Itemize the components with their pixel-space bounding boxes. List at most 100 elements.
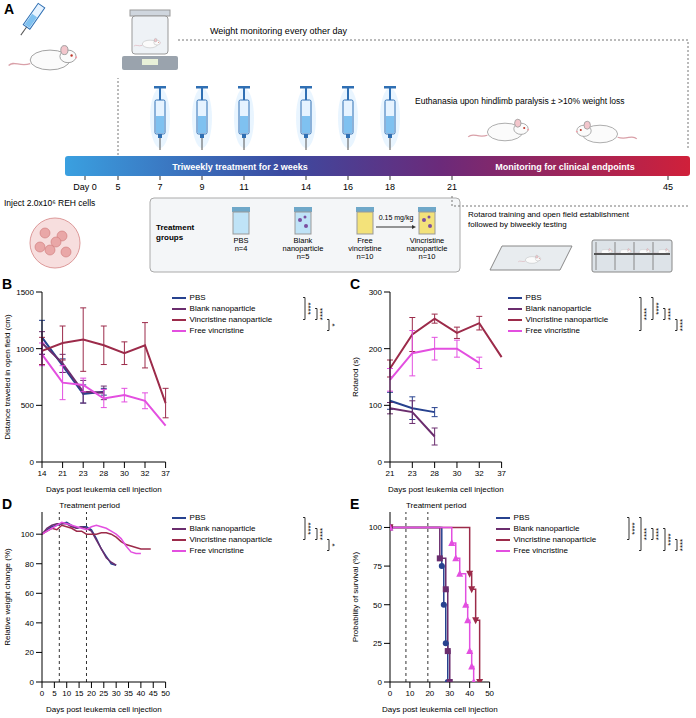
svg-text:7: 7 (157, 182, 162, 192)
svg-text:32: 32 (141, 469, 150, 478)
svg-text:Euthanasia upon hindlimb paral: Euthanasia upon hindlimb paralysis ± >10… (415, 96, 625, 106)
svg-text:21: 21 (386, 469, 395, 478)
svg-text:n=5: n=5 (297, 252, 310, 261)
svg-text:32: 32 (475, 469, 484, 478)
svg-text:45: 45 (149, 689, 158, 698)
svg-text:5: 5 (52, 689, 57, 698)
svg-text:50: 50 (373, 601, 382, 610)
svg-text:n=10: n=10 (357, 252, 374, 261)
svg-text:0: 0 (378, 458, 383, 467)
svg-text:Treatment: Treatment (156, 223, 195, 232)
svg-text:****: **** (642, 528, 651, 540)
svg-text:11: 11 (239, 182, 248, 192)
svg-text:500: 500 (21, 401, 35, 410)
html-text:B: B (2, 276, 13, 292)
svg-text:37: 37 (497, 469, 506, 478)
svg-text:80: 80 (25, 560, 34, 569)
svg-text:5: 5 (115, 182, 120, 192)
svg-text:40: 40 (136, 689, 145, 698)
svg-text:****: **** (630, 522, 639, 534)
svg-text:****: **** (666, 308, 675, 320)
svg-text:0: 0 (30, 458, 35, 467)
svg-text:****: **** (306, 522, 315, 534)
svg-text:Weight monitoring every other: Weight monitoring every other day (210, 26, 347, 36)
svg-text:followed by biweekly testing: followed by biweekly testing (468, 220, 567, 229)
svg-text:45: 45 (663, 182, 673, 192)
svg-text:Days post leukemia cell inject: Days post leukemia cell injection (46, 705, 162, 714)
svg-text:40: 40 (465, 689, 474, 698)
svg-text:0: 0 (378, 678, 383, 687)
svg-text:0: 0 (388, 689, 393, 698)
svg-text:Triweekly treatment for 2 week: Triweekly treatment for 2 weeks (172, 162, 308, 172)
svg-text:Days post leukemia cell inject: Days post leukemia cell injection (46, 485, 162, 494)
svg-text:15: 15 (75, 689, 84, 698)
svg-text:Treatment period: Treatment period (406, 501, 467, 510)
svg-text:****: **** (678, 319, 687, 331)
svg-text:****: **** (306, 302, 315, 314)
svg-text:25: 25 (373, 639, 382, 648)
svg-text:23: 23 (79, 469, 88, 478)
svg-text:****: **** (654, 302, 663, 314)
svg-text:****: **** (678, 539, 687, 551)
svg-text:30: 30 (453, 469, 462, 478)
svg-text:Rotarod training and open fiel: Rotarod training and open field establis… (468, 210, 630, 219)
svg-text:28: 28 (430, 469, 439, 478)
svg-text:****: **** (318, 528, 327, 540)
svg-text:23: 23 (408, 469, 417, 478)
svg-text:9: 9 (199, 182, 204, 192)
svg-text:28: 28 (99, 469, 108, 478)
svg-text:21: 21 (447, 182, 457, 192)
svg-text:100: 100 (369, 523, 383, 532)
svg-text:20: 20 (425, 689, 434, 698)
svg-text:Days post leukemia cell inject: Days post leukemia cell injection (388, 485, 504, 494)
svg-text:0: 0 (30, 678, 35, 687)
svg-text:50: 50 (161, 689, 170, 698)
svg-text:50: 50 (485, 689, 494, 698)
svg-text:14: 14 (38, 469, 47, 478)
svg-text:1500: 1500 (16, 288, 34, 297)
svg-text:75: 75 (373, 562, 382, 571)
svg-text:18: 18 (385, 182, 395, 192)
svg-text:20: 20 (25, 648, 34, 657)
svg-text:16: 16 (343, 182, 353, 192)
svg-text:300: 300 (369, 288, 383, 297)
svg-text:A: A (4, 1, 14, 17)
svg-text:Day 0: Day 0 (73, 182, 97, 192)
svg-text:40: 40 (25, 619, 34, 628)
svg-text:200: 200 (369, 345, 383, 354)
svg-text:Distance traveled in open fiel: Distance traveled in open field (cm) (3, 314, 12, 440)
svg-text:37: 37 (161, 469, 170, 478)
svg-text:25: 25 (99, 689, 108, 698)
svg-text:21: 21 (58, 469, 67, 478)
svg-text:60: 60 (25, 589, 34, 598)
svg-text:*: * (330, 323, 339, 326)
svg-text:14: 14 (301, 182, 311, 192)
svg-text:0.15 mg/kg: 0.15 mg/kg (379, 214, 414, 222)
svg-text:Days post leukemia cell inject: Days post leukemia cell injection (382, 705, 498, 714)
svg-text:n=4: n=4 (235, 244, 248, 253)
svg-text:Probability of survival (%): Probability of survival (%) (351, 552, 360, 643)
svg-text:100: 100 (21, 530, 35, 539)
svg-text:****: **** (642, 308, 651, 320)
svg-text:Inject 2.0x10⁶ REH cells: Inject 2.0x10⁶ REH cells (4, 198, 95, 208)
svg-text:30: 30 (112, 689, 121, 698)
svg-text:****: **** (654, 528, 663, 540)
svg-text:20: 20 (87, 689, 96, 698)
svg-text:n=10: n=10 (419, 252, 436, 261)
svg-text:30: 30 (120, 469, 129, 478)
svg-text:****: **** (666, 533, 675, 545)
svg-text:1000: 1000 (16, 345, 34, 354)
svg-text:groups: groups (156, 233, 184, 242)
svg-text:Treatment period: Treatment period (59, 501, 120, 510)
svg-text:100: 100 (369, 401, 383, 410)
svg-text:35: 35 (124, 689, 133, 698)
svg-text:10: 10 (405, 689, 414, 698)
svg-text:30: 30 (445, 689, 454, 698)
svg-text:0: 0 (40, 689, 45, 698)
svg-text:Monitoring for clinical endpoi: Monitoring for clinical endpoints (495, 162, 635, 172)
svg-text:10: 10 (62, 689, 71, 698)
svg-text:Rotarod (s): Rotarod (s) (351, 357, 360, 397)
svg-text:****: **** (318, 308, 327, 320)
svg-text:*: * (330, 543, 339, 546)
svg-text:Relative weight change (%): Relative weight change (%) (3, 548, 12, 646)
